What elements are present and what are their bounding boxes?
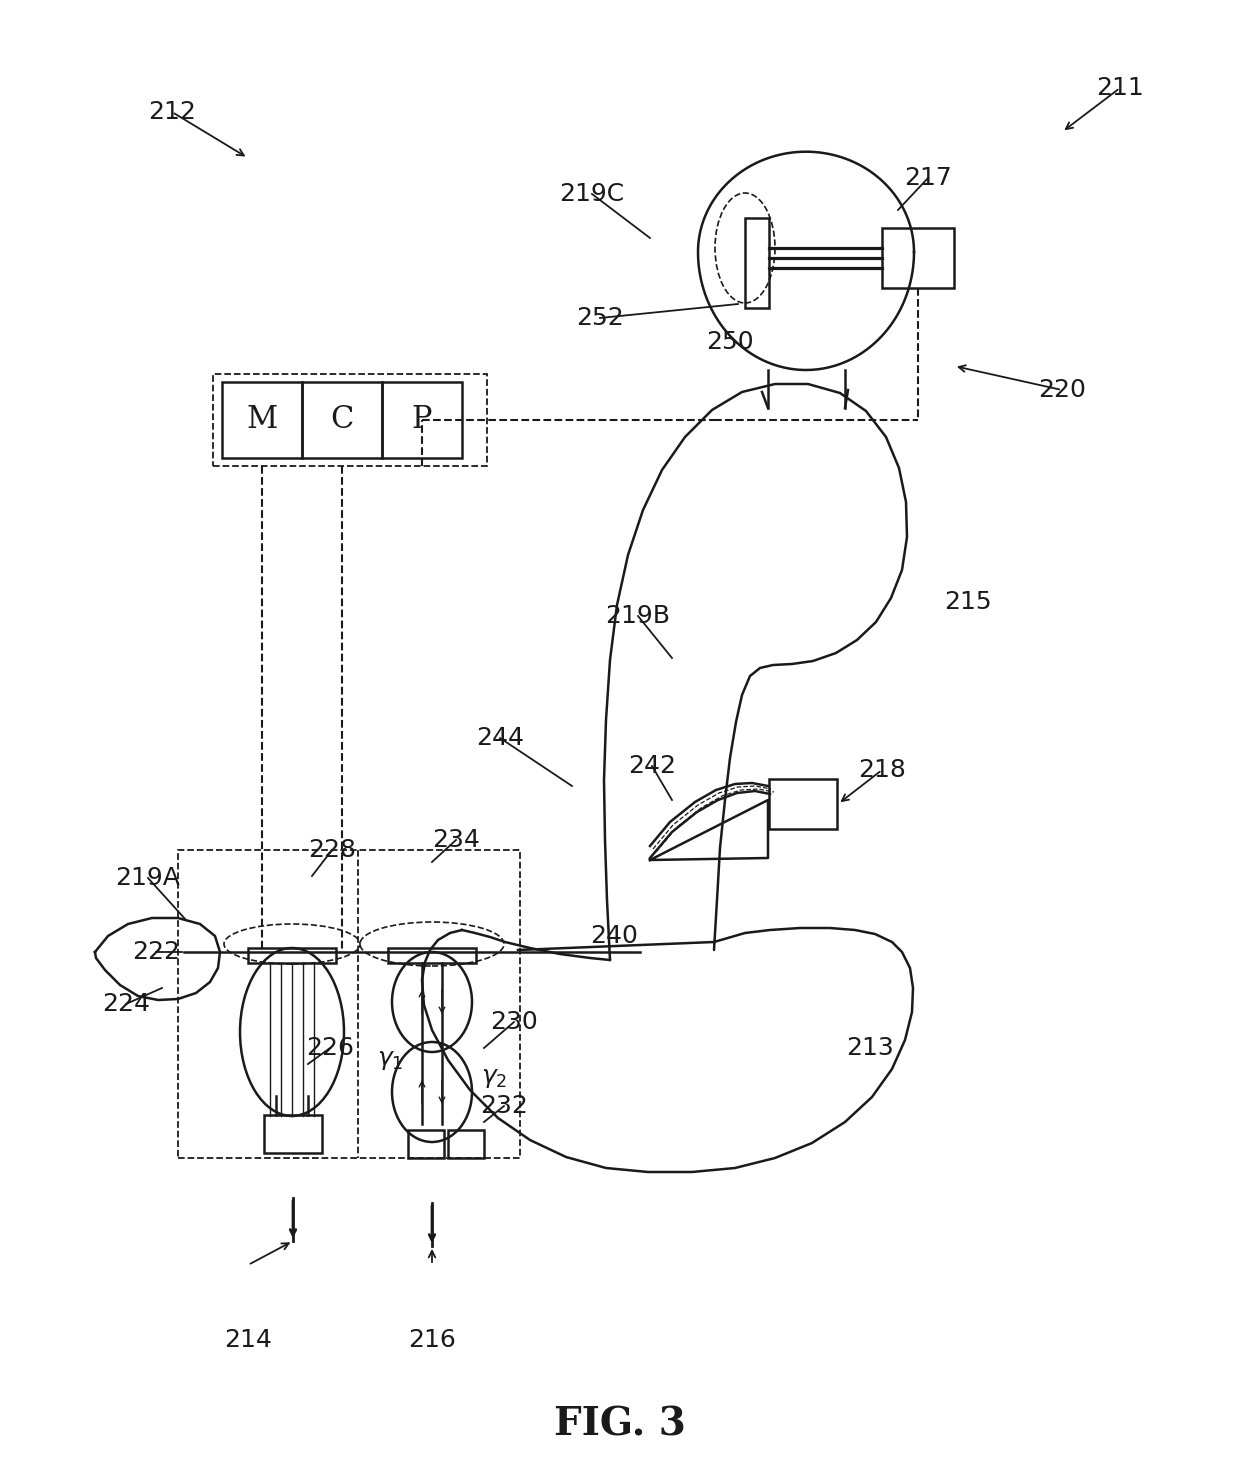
Bar	[248, 948, 336, 963]
Text: $\gamma_2$: $\gamma_2$	[481, 1066, 507, 1091]
Text: 222: 222	[131, 940, 180, 964]
Text: 250: 250	[707, 330, 754, 354]
Text: 232: 232	[480, 1094, 528, 1119]
Bar	[769, 780, 837, 829]
Bar	[882, 228, 954, 288]
Text: 214: 214	[224, 1329, 272, 1352]
Text: 242: 242	[627, 755, 676, 778]
Text: 234: 234	[432, 828, 480, 851]
Text: 219A: 219A	[115, 866, 181, 890]
Text: 228: 228	[308, 838, 356, 862]
Text: FIG. 3: FIG. 3	[554, 1406, 686, 1445]
Text: C: C	[330, 405, 353, 436]
Text: M: M	[247, 405, 278, 436]
Text: 213: 213	[846, 1036, 894, 1060]
Text: 218: 218	[858, 757, 906, 782]
Bar	[264, 1116, 322, 1152]
Text: 216: 216	[408, 1329, 456, 1352]
Text: $\gamma_1$: $\gamma_1$	[377, 1048, 403, 1072]
Text: 252: 252	[577, 305, 624, 330]
Text: 224: 224	[102, 992, 150, 1016]
Bar	[382, 382, 463, 458]
Bar	[303, 382, 382, 458]
Bar	[408, 1130, 444, 1158]
Text: 219C: 219C	[559, 182, 625, 206]
Text: 219B: 219B	[605, 603, 671, 628]
Text: 212: 212	[148, 100, 196, 123]
Bar	[179, 850, 520, 1158]
Text: 211: 211	[1096, 76, 1143, 100]
Text: P: P	[412, 405, 433, 436]
Text: 230: 230	[490, 1010, 538, 1033]
Bar	[222, 382, 303, 458]
Text: 220: 220	[1038, 377, 1086, 402]
Text: 226: 226	[306, 1036, 353, 1060]
Text: 244: 244	[476, 727, 525, 750]
Bar	[745, 219, 769, 308]
Text: 240: 240	[590, 923, 637, 948]
Bar	[448, 1130, 484, 1158]
Bar	[213, 374, 487, 465]
Text: 217: 217	[904, 166, 952, 189]
Text: 215: 215	[944, 590, 992, 614]
Bar	[388, 948, 476, 963]
